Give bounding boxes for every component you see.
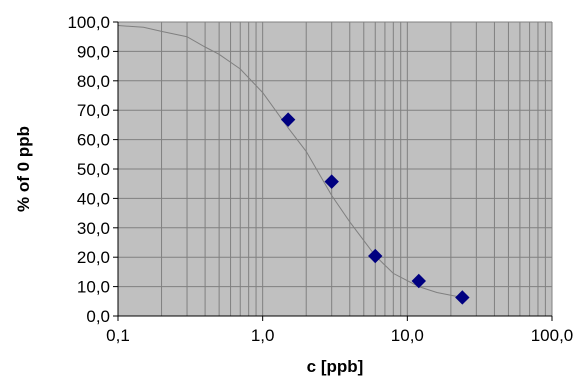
data-point-marker	[411, 273, 426, 289]
x-tick-label: 0,1	[106, 326, 130, 345]
y-axis-title: % of 0 ppb	[14, 126, 33, 212]
x-axis-title: c [ppb]	[307, 357, 364, 376]
data-point-marker	[280, 112, 296, 127]
data-marker-layer	[280, 112, 470, 305]
y-tick-label: 90,0	[77, 42, 110, 61]
y-tick-label: 70,0	[77, 101, 110, 120]
data-point-marker	[455, 290, 470, 305]
grid-layer	[117, 21, 553, 317]
data-point-marker	[324, 174, 339, 189]
x-tick-label: 100,0	[531, 326, 574, 345]
y-tick-label: 50,0	[77, 160, 110, 179]
x-tick-label: 1,0	[251, 326, 275, 345]
tick-label-layer: 0,0 10,0 20,0 30,0 40,0 50,0 60,0 70,0 80,0 90,0 1…	[67, 13, 573, 345]
fit-curve	[117, 25, 463, 298]
axis-layer	[113, 21, 553, 321]
y-tick-label: 20,0	[77, 248, 110, 267]
x-tick-label: 10,0	[391, 326, 424, 345]
y-tick-label: 0,0	[86, 307, 110, 326]
y-tick-label: 10,0	[77, 278, 110, 297]
y-tick-label: 40,0	[77, 189, 110, 208]
y-tick-label: 30,0	[77, 219, 110, 238]
y-tick-label: 60,0	[77, 131, 110, 150]
data-point-marker	[368, 248, 383, 264]
fit-curve-layer	[117, 25, 463, 298]
y-tick-label: 100,0	[67, 13, 110, 32]
y-tick-label: 80,0	[77, 72, 110, 91]
